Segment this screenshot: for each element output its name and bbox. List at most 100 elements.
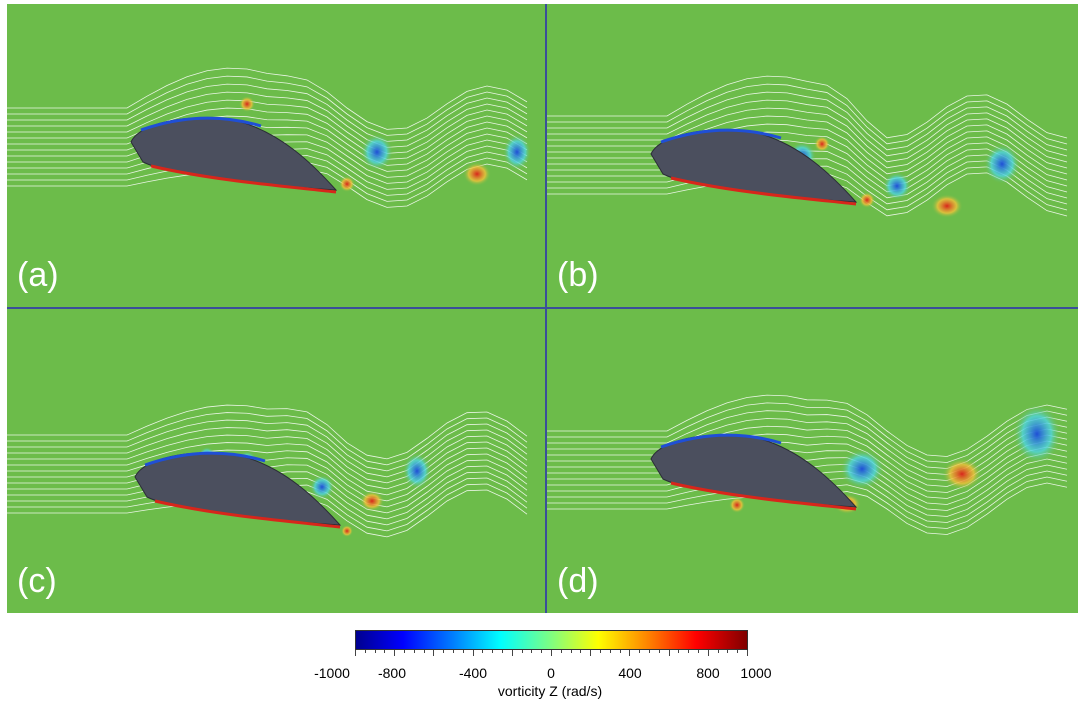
- colorbar-tick: [413, 650, 415, 653]
- shear-layer-lower: [670, 176, 857, 206]
- shear-layer-lower: [154, 499, 341, 529]
- streamline: [547, 75, 1068, 139]
- streamline: [547, 91, 1068, 151]
- positive-vortex: [360, 491, 384, 511]
- streamline: [7, 447, 528, 496]
- positive-vortex: [814, 136, 830, 152]
- colorbar-tick: [707, 650, 709, 656]
- colorbar-tick: [570, 650, 572, 653]
- positive-vortex: [339, 176, 355, 192]
- streamline: [547, 83, 1068, 145]
- colorbar-tick: [453, 650, 454, 653]
- streamline: [7, 404, 528, 460]
- tick-label-0: 0: [547, 665, 555, 681]
- colorbar-tick: [580, 650, 582, 653]
- positive-vortex: [931, 194, 963, 218]
- panel-c: (c): [7, 309, 545, 613]
- negative-vortex: [361, 134, 393, 170]
- vorticity-figure: (a) (b) (c) (d): [7, 4, 1078, 613]
- streamline: [7, 434, 528, 484]
- colorbar-tick: [590, 650, 592, 656]
- colorbar-tick: [717, 650, 719, 653]
- streamline: [547, 99, 1068, 157]
- panel-label-c: (c): [17, 562, 57, 600]
- negative-vortex: [840, 449, 884, 489]
- flow-field-c: [7, 404, 528, 538]
- streamline: [547, 394, 1068, 457]
- colorbar-tick: [374, 650, 376, 653]
- colorbar-tick: [384, 650, 386, 653]
- colorbar-tick: [433, 650, 435, 656]
- flow-field-a: [7, 67, 531, 208]
- tick-label-400: 400: [618, 665, 642, 681]
- flow-field-b: [547, 75, 1068, 218]
- colorbar-tick: [472, 650, 474, 656]
- colorbar-tick: [560, 650, 562, 653]
- tick-label-m800: -800: [377, 665, 407, 681]
- panel-label-d: (d): [557, 562, 599, 600]
- streamline: [547, 410, 1068, 469]
- positive-vortex: [341, 525, 353, 537]
- streamline: [7, 75, 528, 136]
- negative-vortex: [403, 453, 431, 489]
- panel-label-b: (b): [557, 256, 599, 294]
- streamline: [7, 427, 528, 478]
- colorbar-tick: [355, 650, 356, 656]
- shear-layer-upper: [660, 433, 782, 449]
- horizontal-divider: [7, 307, 1078, 309]
- colorbar-tick: [678, 650, 680, 653]
- colorbar-tick: [364, 650, 366, 653]
- colorbar-tick: [727, 650, 729, 653]
- shear-layer-lower: [150, 164, 337, 194]
- colorbar-tick: [737, 650, 739, 653]
- streamline: [7, 83, 528, 142]
- positive-vortex: [942, 458, 982, 490]
- positive-vortex: [859, 192, 875, 208]
- tick-label-m1000: -1000: [314, 665, 350, 681]
- colorbar-tick: [394, 650, 396, 656]
- colorbar-tick: [698, 650, 699, 653]
- tick-label-1000: 1000: [740, 665, 772, 681]
- tick-label-800: 800: [696, 665, 720, 681]
- negative-vortex: [310, 475, 334, 499]
- colorbar-ticks: [355, 650, 748, 658]
- tick-label-m400: -400: [458, 665, 488, 681]
- colorbar-tick: [639, 650, 641, 653]
- shear-layer-upper: [144, 451, 266, 467]
- shear-layer-upper: [660, 128, 782, 144]
- colorbar-tick: [404, 650, 405, 653]
- streamline: [7, 453, 528, 502]
- positive-vortex: [463, 162, 491, 186]
- colorbar-tick: [609, 650, 611, 653]
- streamline: [547, 418, 1068, 475]
- colorbar-tick: [423, 650, 425, 653]
- streamline: [7, 107, 528, 160]
- panel-a: (a): [7, 4, 545, 307]
- streamline: [547, 131, 1068, 181]
- colorbar-tick: [531, 650, 533, 653]
- colorbar-tick: [629, 650, 631, 656]
- negative-vortex: [503, 134, 531, 170]
- panel-b: (b): [547, 4, 1078, 307]
- colorbar-tick: [649, 650, 650, 653]
- negative-vortex: [1013, 404, 1061, 464]
- positive-vortex: [729, 497, 745, 513]
- negative-vortex: [984, 144, 1020, 184]
- streamline: [7, 441, 528, 490]
- colorbar-tick: [668, 650, 670, 656]
- streamline: [547, 402, 1068, 463]
- streamline: [7, 115, 528, 166]
- streamline: [7, 419, 528, 472]
- shear-layer-upper: [140, 116, 262, 132]
- colorbar-tick: [747, 650, 748, 656]
- streamline: [547, 425, 1068, 481]
- streamline: [547, 115, 1068, 169]
- streamline: [7, 99, 528, 154]
- streamline: [7, 123, 528, 172]
- streamline: [547, 123, 1068, 175]
- colorbar-title: vorticity Z (rad/s): [497, 683, 603, 699]
- colorbar-tick: [482, 650, 484, 653]
- positive-vortex: [239, 96, 255, 112]
- colorbar-tick: [462, 650, 464, 653]
- colorbar-tick: [511, 650, 513, 656]
